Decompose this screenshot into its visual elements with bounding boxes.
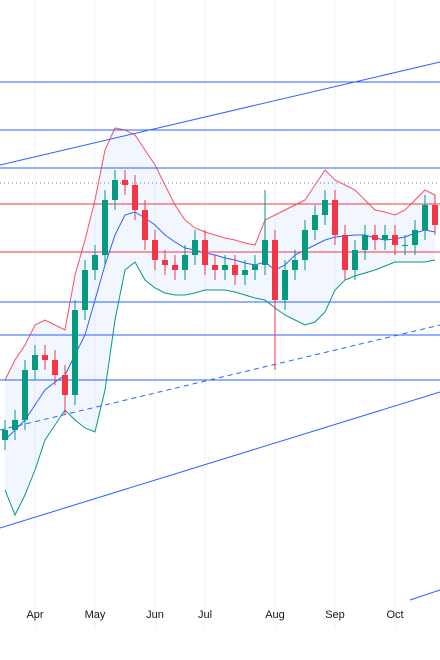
candle-body (292, 260, 298, 270)
band-upper (4, 127, 436, 381)
candle-body (422, 205, 428, 230)
candle-body (222, 265, 228, 270)
grid (34, 0, 396, 628)
candle-body (212, 265, 218, 270)
candle-body (52, 360, 58, 375)
candle-body (372, 235, 378, 240)
trend-line (0, 61, 440, 166)
trend-line (409, 589, 440, 601)
candle-body (382, 235, 388, 240)
candle-body (12, 420, 18, 430)
trend-line (0, 324, 440, 431)
candle-body (132, 185, 138, 210)
candle-body (432, 205, 438, 225)
candle-body (32, 355, 38, 370)
x-tick-label: Oct (386, 609, 403, 621)
candle-body (262, 240, 268, 265)
candles (2, 170, 438, 450)
candle-body (22, 370, 28, 420)
x-axis: Apr May Jun Jul Aug Sep Oct (26, 609, 403, 621)
candle-body (402, 245, 408, 246)
candle-body (112, 180, 118, 200)
x-tick-label: Aug (265, 609, 285, 621)
candle-body (282, 270, 288, 300)
candle-body (182, 255, 188, 270)
candle-body (322, 200, 328, 215)
candle-body (412, 230, 418, 245)
x-tick-label: Apr (26, 609, 43, 621)
band-fill (5, 128, 435, 515)
candle-body (162, 260, 168, 265)
x-tick-label: Jun (146, 609, 164, 621)
candle-body (392, 235, 398, 245)
candle-body (312, 215, 318, 230)
candle-body (252, 265, 258, 270)
candle-body (92, 255, 98, 270)
candle-body (172, 265, 178, 270)
candle-body (152, 240, 158, 260)
candle-body (72, 310, 78, 395)
band-lower (4, 259, 436, 517)
x-tick-label: Jul (198, 609, 212, 621)
candle-body (102, 200, 108, 255)
candle-body (362, 235, 368, 250)
candle-body (352, 250, 358, 270)
candle-body (342, 235, 348, 270)
candle-body (272, 240, 278, 300)
candle-body (82, 270, 88, 310)
candle-body (332, 200, 338, 235)
candle-body (62, 375, 68, 395)
candle-body (202, 240, 208, 265)
trend-line (0, 391, 440, 529)
candle-body (242, 270, 248, 275)
candle-body (142, 210, 148, 240)
candle-body (232, 265, 238, 275)
x-tick-label: Sep (325, 609, 345, 621)
candle-body (2, 430, 8, 440)
candle-body (42, 355, 48, 360)
x-tick-label: May (85, 609, 106, 621)
candle-body (302, 230, 308, 260)
candle-body (122, 180, 128, 185)
candle-body (192, 240, 198, 255)
